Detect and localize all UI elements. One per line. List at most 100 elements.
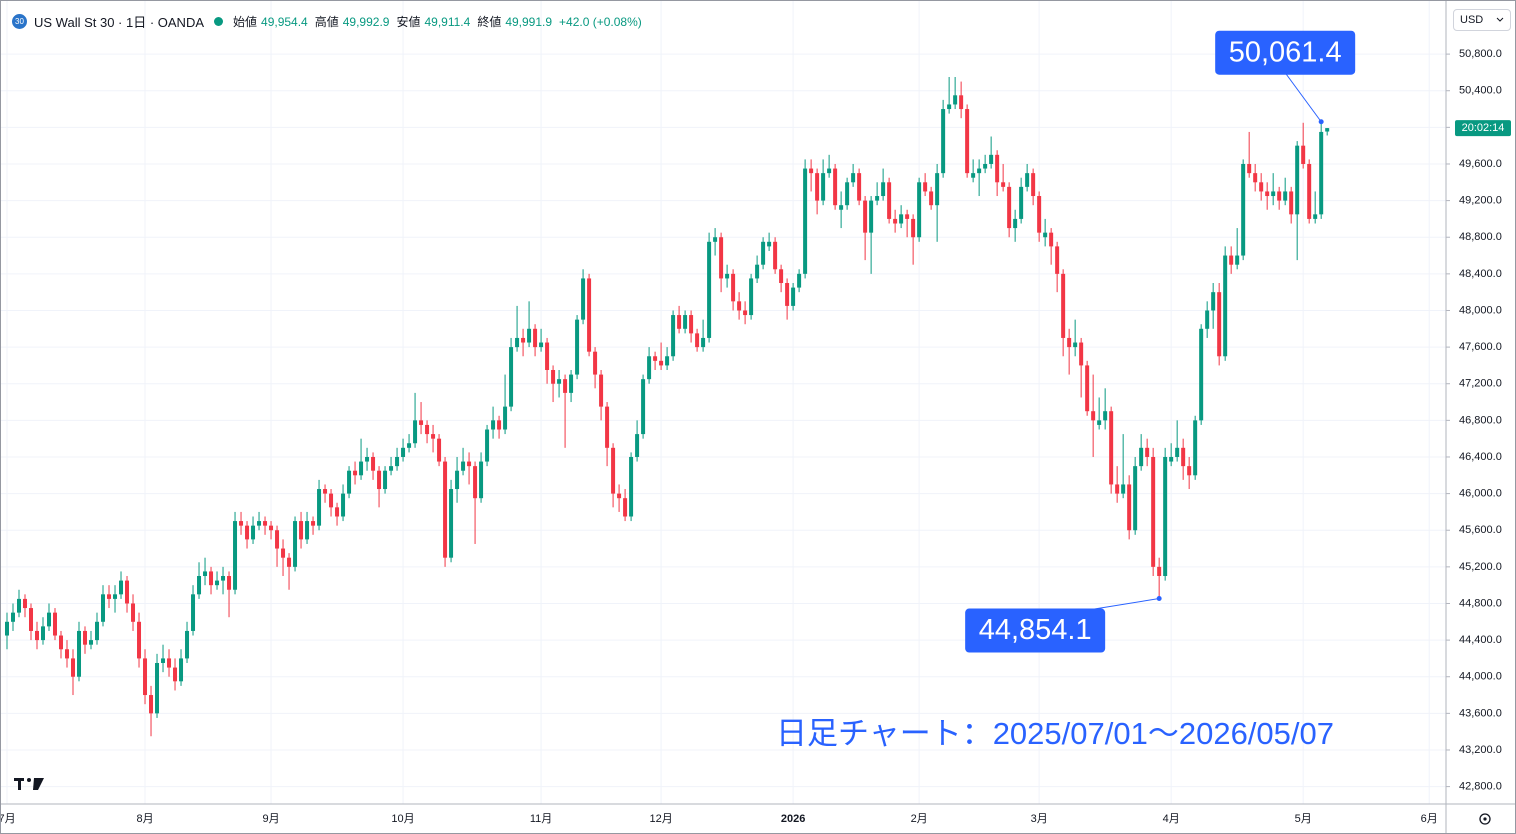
candle-body (857, 173, 862, 201)
high-label: 高値 (314, 15, 339, 29)
candle-body (575, 319, 580, 375)
chevron (1496, 17, 1504, 22)
candle-body (881, 182, 886, 197)
candle-body (737, 301, 742, 311)
candle-body (1163, 456, 1168, 577)
candle-body (833, 168, 838, 206)
annotation-box (1215, 30, 1356, 75)
currency-select[interactable]: USD (1453, 9, 1511, 31)
candle-body (365, 456, 370, 462)
legend-header: 30 US Wall St 30 · 1日 · OANDA 始値 49,954.4… (12, 12, 645, 31)
candle-body (587, 278, 592, 352)
settings-icon[interactable] (1479, 813, 1491, 825)
candle-body (179, 658, 184, 682)
candle-body (545, 342, 550, 370)
candle-body (1283, 191, 1288, 201)
candle-body (1073, 342, 1078, 348)
candle-body (407, 443, 412, 448)
candle-body (1061, 273, 1066, 338)
y-tick-label: 46,800.0 (1459, 414, 1502, 426)
candle-body (1025, 173, 1030, 187)
candle-body (533, 328, 538, 348)
candle-body (305, 521, 310, 540)
candle-body (1325, 128, 1330, 132)
y-tick-label: 45,600.0 (1459, 524, 1502, 536)
candle-body (1211, 292, 1216, 311)
candle-body (1301, 145, 1306, 164)
candle-body (1007, 186, 1012, 229)
candle-body (581, 278, 586, 320)
x-tick-label: 9月 (262, 813, 279, 825)
candle-body (311, 521, 316, 526)
candle-body (287, 557, 292, 567)
candle-body (797, 273, 802, 288)
candle-body (1181, 447, 1186, 467)
candle-body (95, 621, 100, 641)
candle-body (683, 315, 688, 329)
candle-body (227, 576, 232, 590)
y-tick-label: 49,200.0 (1459, 195, 1502, 207)
candle-body (611, 447, 616, 494)
candle-body (437, 438, 442, 462)
candle-body (623, 498, 628, 517)
candle-body (125, 580, 130, 604)
candle-body (215, 580, 220, 586)
candle-body (731, 273, 736, 302)
candle-body (1121, 484, 1126, 494)
x-tick-label: 12月 (649, 813, 672, 825)
candle-body (413, 420, 418, 444)
candle-body (113, 594, 118, 599)
candle-body (689, 315, 694, 334)
candle-body (1157, 566, 1162, 577)
annotation-leader (1284, 72, 1322, 123)
candle-body (1271, 191, 1276, 197)
y-tick-label: 48,000.0 (1459, 304, 1502, 316)
candle-body (203, 571, 208, 577)
status-dot (214, 17, 223, 26)
candle-body (269, 525, 274, 531)
candle-body (1127, 484, 1132, 531)
candle-body (323, 489, 328, 494)
candle-body (77, 630, 82, 677)
candle-body (377, 470, 382, 490)
y-tick-label: 46,400.0 (1459, 451, 1502, 463)
candle-body (419, 420, 424, 425)
candle-body (599, 374, 604, 407)
candle-body (17, 598, 22, 613)
x-tick-label: 7月 (1, 813, 16, 825)
candle-body (1187, 466, 1192, 476)
candle-body (515, 337, 520, 348)
candle-body (977, 168, 982, 174)
candle-body (155, 662, 160, 714)
candle-body (317, 489, 322, 526)
candle-body (785, 283, 790, 306)
candle-body (863, 200, 868, 233)
candle-body (1013, 218, 1018, 229)
candle-body (635, 434, 640, 457)
candle-body (1199, 328, 1204, 421)
candle-body (953, 95, 958, 105)
candle-body (101, 594, 106, 622)
candle-body (665, 356, 670, 366)
candle-body (167, 658, 172, 668)
candle-body (899, 214, 904, 224)
candle-body (1019, 186, 1024, 219)
low-label: 安値 (396, 15, 421, 29)
candle-body (1055, 246, 1060, 274)
x-tick-label: 8月 (136, 813, 153, 825)
currency-label: USD (1460, 14, 1484, 26)
candle-body (293, 521, 298, 567)
candle-body (725, 273, 730, 279)
candle-body (1139, 447, 1144, 467)
candle-body (83, 630, 88, 645)
candle-body (593, 351, 598, 375)
candle-body (905, 214, 910, 219)
candle-body (1277, 191, 1282, 201)
candle-body (89, 640, 94, 645)
candle-body (557, 379, 562, 384)
open-label: 始値 (233, 15, 258, 29)
candle-body (773, 241, 778, 270)
y-tick-label: 46,000.0 (1459, 488, 1502, 500)
candle-body (563, 379, 568, 393)
candle-body (1079, 342, 1084, 366)
